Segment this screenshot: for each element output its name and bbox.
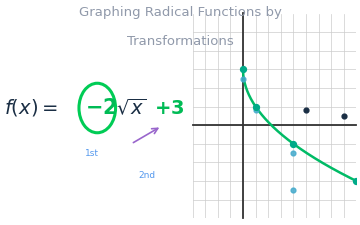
Text: $\mathbf{+3}$: $\mathbf{+3}$ bbox=[154, 99, 184, 117]
Text: $f(x){=}$: $f(x){=}$ bbox=[4, 97, 58, 119]
Point bbox=[291, 189, 296, 192]
Text: Transformations: Transformations bbox=[127, 35, 233, 48]
Point bbox=[291, 151, 296, 155]
Point bbox=[240, 68, 246, 71]
Point bbox=[253, 105, 258, 108]
Text: Graphing Radical Functions by: Graphing Radical Functions by bbox=[78, 6, 282, 19]
Point bbox=[303, 108, 309, 112]
Point bbox=[253, 108, 258, 112]
Text: 2nd: 2nd bbox=[139, 171, 156, 180]
Point bbox=[354, 179, 359, 183]
Text: $\mathbf{-2}$: $\mathbf{-2}$ bbox=[85, 98, 117, 118]
Text: $\sqrt{x}$: $\sqrt{x}$ bbox=[116, 98, 147, 118]
Point bbox=[291, 142, 296, 146]
Point bbox=[240, 77, 246, 81]
Point bbox=[341, 114, 347, 118]
Text: 1st: 1st bbox=[85, 148, 99, 157]
